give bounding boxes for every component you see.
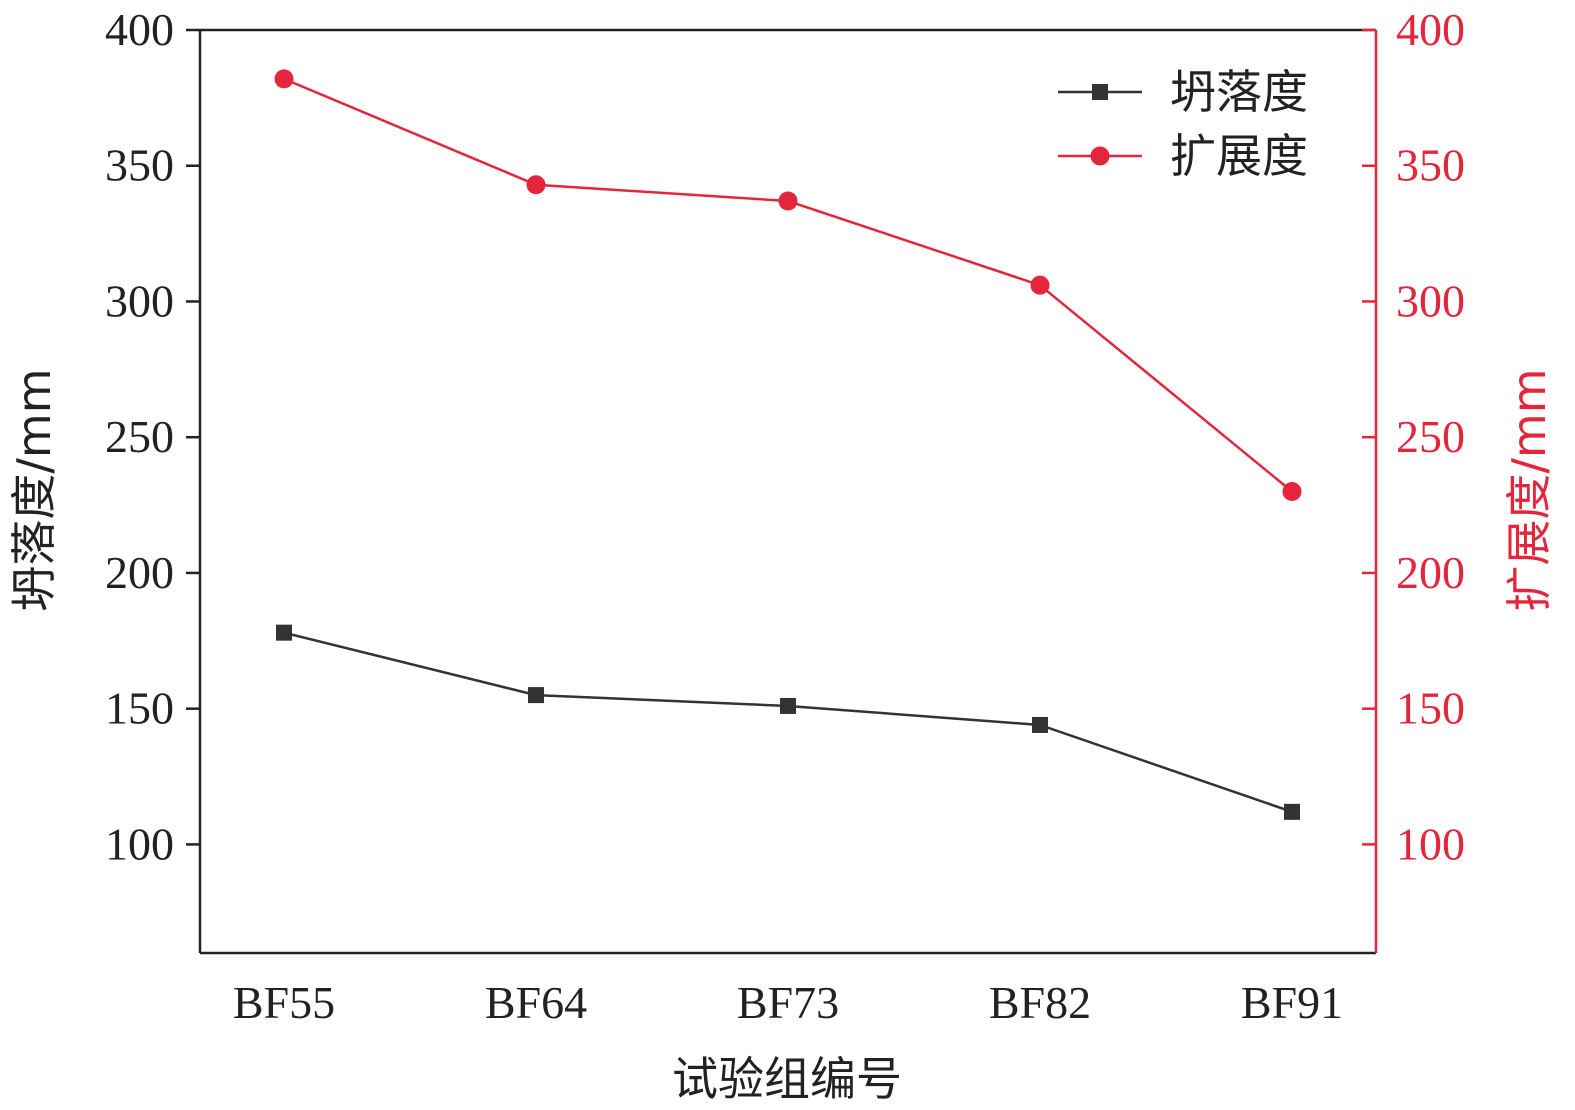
data-point-square: [528, 687, 544, 704]
series-layer: [274, 69, 1302, 820]
x-tick-label: BF64: [485, 977, 587, 1028]
data-point-square: [276, 624, 292, 641]
legend-marker-circle: [1090, 146, 1110, 166]
legend-label-2: 扩展度: [1170, 129, 1308, 183]
left-y-tick-label: 350: [105, 140, 174, 191]
right-y-axis-title: 扩展度/mm: [1502, 368, 1556, 611]
right-y-tick-label: 200: [1396, 547, 1465, 598]
x-tick-label: BF55: [233, 977, 335, 1028]
x-tick-label: BF82: [989, 977, 1091, 1028]
data-point-square: [1032, 716, 1048, 733]
right-y-tick-label: 400: [1396, 4, 1465, 55]
left-y-tick-label: 300: [105, 275, 174, 326]
left-y-tick-label: 400: [105, 4, 174, 55]
x-tick-label: BF73: [737, 977, 839, 1028]
x-tick-label: BF91: [1241, 977, 1343, 1028]
left-y-axis-title: 坍落度/mm: [7, 368, 61, 611]
series-line-1: [283, 631, 1293, 814]
right-y-tick-label: 300: [1396, 275, 1465, 326]
left-y-tick-label: 150: [105, 683, 174, 734]
left-y-tick-label: 200: [105, 547, 174, 598]
data-point-circle: [274, 69, 294, 89]
x-axis-title: 试验组编号: [672, 1052, 902, 1106]
right-y-tick-label: 150: [1396, 683, 1465, 734]
left-y-tick-label: 100: [105, 818, 174, 869]
data-point-circle: [1282, 482, 1302, 501]
axes-layer: 100 100 150 150 200 200 250 250 300 300 350 350 400 4…: [105, 4, 1465, 1028]
legend-label-1: 坍落度: [1170, 65, 1308, 119]
right-y-tick-label: 350: [1396, 140, 1465, 191]
data-point-circle: [1030, 275, 1050, 295]
legend-marker-square: [1092, 84, 1108, 100]
data-point-square: [1284, 803, 1300, 820]
data-point-circle: [526, 175, 546, 195]
data-point-circle: [778, 191, 798, 211]
series-line-2: [283, 77, 1293, 493]
data-point-square: [780, 697, 796, 714]
axis-titles: 试验组编号 坍落度/mm 扩展度/mm: [7, 368, 1556, 1106]
right-y-tick-label: 100: [1396, 818, 1465, 869]
right-y-tick-label: 250: [1396, 411, 1465, 462]
left-y-tick-label: 250: [105, 411, 174, 462]
